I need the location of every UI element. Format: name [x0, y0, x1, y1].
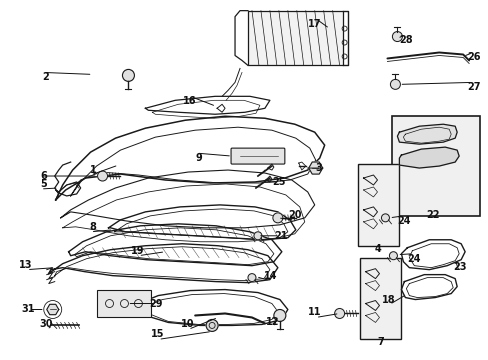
- Text: 11: 11: [307, 307, 321, 318]
- Text: 4: 4: [374, 244, 381, 254]
- Text: 1: 1: [90, 165, 96, 175]
- Bar: [357, 164, 399, 246]
- Circle shape: [388, 252, 397, 260]
- Polygon shape: [399, 147, 458, 168]
- Text: 12: 12: [266, 318, 279, 328]
- Text: 24: 24: [397, 216, 410, 226]
- Circle shape: [381, 214, 388, 222]
- Bar: [359, 258, 401, 339]
- Text: 24: 24: [407, 254, 420, 264]
- Text: 3: 3: [315, 163, 322, 173]
- Text: 2: 2: [42, 72, 49, 82]
- Text: 28: 28: [399, 35, 412, 45]
- Circle shape: [334, 309, 344, 319]
- Text: 16: 16: [183, 96, 196, 106]
- Circle shape: [389, 80, 400, 89]
- Text: 17: 17: [307, 19, 321, 28]
- Text: 15: 15: [150, 329, 164, 339]
- Bar: [392, 116, 479, 216]
- Text: 29: 29: [149, 298, 163, 309]
- Text: 21: 21: [273, 231, 287, 241]
- Text: 7: 7: [376, 337, 383, 347]
- Text: 13: 13: [20, 260, 33, 270]
- Bar: [96, 289, 151, 318]
- Circle shape: [253, 232, 262, 240]
- Text: 9: 9: [195, 153, 202, 163]
- Circle shape: [392, 32, 402, 41]
- Text: 30: 30: [39, 319, 53, 329]
- Circle shape: [122, 69, 134, 81]
- Text: 26: 26: [466, 53, 480, 63]
- Text: 27: 27: [466, 82, 480, 93]
- Bar: [247, 11, 342, 66]
- Text: 19: 19: [131, 246, 144, 256]
- Text: 31: 31: [21, 305, 35, 315]
- FancyBboxPatch shape: [230, 148, 285, 164]
- Circle shape: [272, 213, 282, 223]
- Circle shape: [98, 171, 107, 181]
- Polygon shape: [308, 162, 322, 174]
- Text: 10: 10: [181, 319, 194, 329]
- Polygon shape: [397, 124, 456, 144]
- Circle shape: [273, 310, 285, 321]
- Text: 18: 18: [381, 294, 395, 305]
- Text: 6: 6: [40, 171, 47, 181]
- Text: 5: 5: [40, 179, 47, 189]
- Text: 23: 23: [452, 262, 466, 272]
- Circle shape: [247, 274, 255, 282]
- Text: 22: 22: [426, 210, 439, 220]
- Text: 25: 25: [271, 177, 285, 187]
- Text: 8: 8: [89, 222, 96, 232]
- Text: 20: 20: [287, 210, 301, 220]
- Text: 14: 14: [264, 271, 277, 281]
- Polygon shape: [47, 304, 59, 315]
- Circle shape: [206, 319, 218, 332]
